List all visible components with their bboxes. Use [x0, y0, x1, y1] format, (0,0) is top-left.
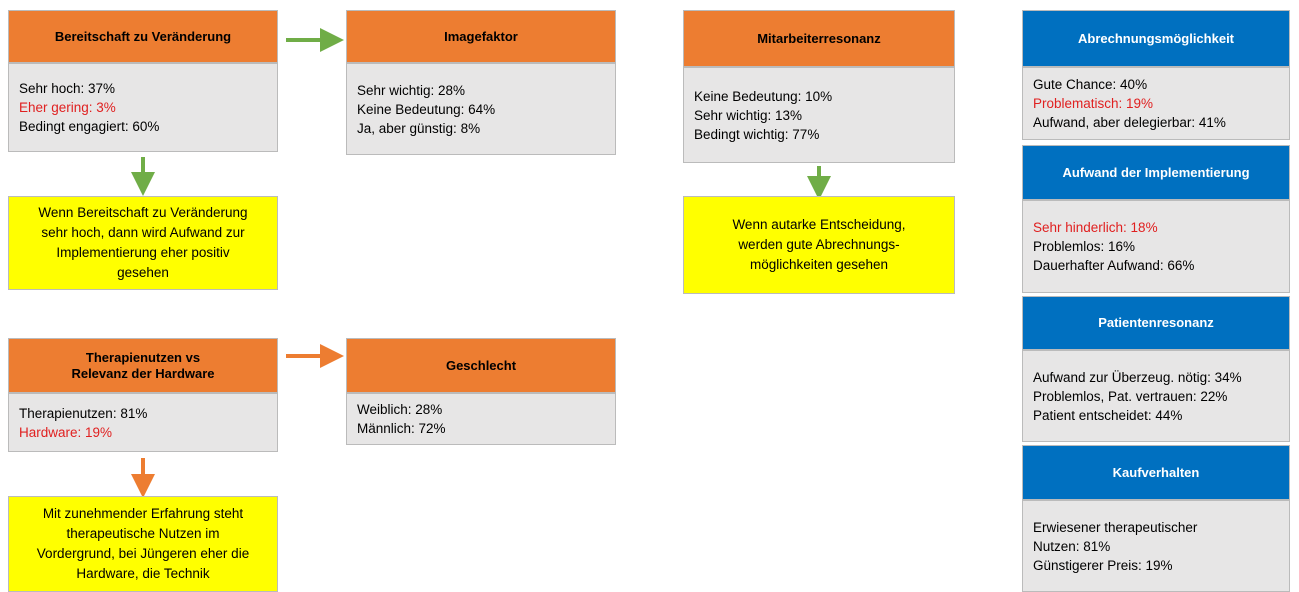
box-header: Bereitschaft zu Veränderung	[8, 10, 278, 63]
box-header: Kaufverhalten	[1022, 445, 1290, 500]
box-item: Erwiesener therapeutischer	[1033, 519, 1198, 535]
box-body: Therapienutzen: 81% Hardware: 19%	[8, 393, 278, 452]
box-item: Sehr wichtig: 28%	[357, 82, 466, 98]
box-item: Problemlos, Pat. vertrauen: 22%	[1033, 388, 1228, 404]
box-item: Sehr wichtig: 13%	[694, 107, 803, 123]
box-title: Therapienutzen vs	[85, 349, 201, 365]
box-item: Problemlos: 16%	[1033, 239, 1136, 254]
box-item: Bedingt wichtig: 77%	[694, 126, 820, 142]
note-line: Wenn autarke Entscheidung,	[732, 217, 906, 232]
box-header: Abrechnungsmöglichkeit	[1022, 10, 1290, 67]
box-title: Relevanz der Hardware	[71, 365, 215, 381]
note-line: werden gute Abrechnungs-	[738, 237, 900, 252]
box-title: Abrechnungsmöglichkeit	[1077, 30, 1235, 46]
box-item: Hardware: 19%	[19, 424, 113, 440]
note-line: möglichkeiten gesehen	[749, 257, 889, 272]
box-item: Problematisch: 19%	[1033, 96, 1154, 111]
box-header: Patientenresonanz	[1022, 296, 1290, 350]
box-body: Sehr hinderlich: 18% Problemlos: 16% Dauer…	[1022, 200, 1290, 293]
box-body: Gute Chance: 40% Problematisch: 19% Aufwan…	[1022, 67, 1290, 140]
box-header: Mitarbeiterresonanz	[683, 10, 955, 67]
box-item: Weiblich: 28%	[357, 402, 443, 417]
note-line: Implementierung eher positiv	[56, 245, 230, 260]
box-item: Gute Chance: 40%	[1033, 77, 1148, 92]
box-body: Keine Bedeutung: 10% Sehr wichtig: 13% Bed…	[683, 67, 955, 163]
box-body: Erwiesener therapeutischer Nutzen: 81% Gün…	[1022, 500, 1290, 592]
box-item: Ja, aber günstig: 8%	[357, 120, 481, 136]
box-header: Aufwand der Implementierung	[1022, 145, 1290, 200]
box-item: Keine Bedeutung: 10%	[694, 88, 833, 104]
note-line: therapeutische Nutzen im	[66, 526, 220, 541]
box-item: Sehr hinderlich: 18%	[1033, 220, 1158, 235]
box-item: Männlich: 72%	[357, 421, 446, 436]
box-title: Imagefaktor	[444, 28, 518, 44]
box-header: Imagefaktor	[346, 10, 616, 63]
note-line: sehr hoch, dann wird Aufwand zur	[41, 225, 245, 240]
note: Wenn autarke Entscheidung, werden gute Ab…	[683, 196, 955, 294]
box-item: Therapienutzen: 81%	[19, 405, 148, 421]
box-title: Geschlecht	[445, 357, 517, 373]
box-header: Therapienutzen vs Relevanz der Hardware	[8, 338, 278, 393]
box-item: Sehr hoch: 37%	[19, 81, 116, 96]
box-title: Aufwand der Implementierung	[1062, 164, 1250, 180]
note-line: Mit zunehmender Erfahrung steht	[42, 506, 244, 521]
box-header: Geschlecht	[346, 338, 616, 393]
note-line: Wenn Bereitschaft zu Veränderung	[38, 205, 248, 220]
box-item: Dauerhafter Aufwand: 66%	[1033, 258, 1195, 273]
box-body: Weiblich: 28% Männlich: 72%	[346, 393, 616, 445]
box-item: Aufwand zur Überzeug. nötig: 34%	[1033, 369, 1242, 385]
note: Mit zunehmender Erfahrung steht therapeut…	[8, 496, 278, 592]
box-item: Eher gering: 3%	[19, 100, 116, 115]
box-item: Patient entscheidet: 44%	[1033, 407, 1183, 423]
note-line: Hardware, die Technik	[76, 566, 210, 581]
box-item: Keine Bedeutung: 64%	[357, 101, 496, 117]
box-title: Mitarbeiterresonanz	[757, 30, 881, 46]
box-title: Bereitschaft zu Veränderung	[54, 28, 232, 44]
box-item: Nutzen: 81%	[1033, 538, 1111, 554]
note: Wenn Bereitschaft zu Veränderung sehr hoc…	[8, 196, 278, 290]
box-title: Kaufverhalten	[1112, 464, 1200, 480]
box-body: Aufwand zur Überzeug. nötig: 34% Probleml…	[1022, 350, 1290, 442]
note-line: Vordergrund, bei Jüngeren eher die	[36, 546, 250, 561]
box-item: Bedingt engagiert: 60%	[19, 119, 160, 134]
box-item: Günstigerer Preis: 19%	[1033, 557, 1173, 573]
note-line: gesehen	[117, 265, 169, 280]
box-body: Sehr wichtig: 28% Keine Bedeutung: 64% Ja,…	[346, 63, 616, 155]
box-title: Patientenresonanz	[1098, 315, 1214, 330]
box-body: Sehr hoch: 37% Eher gering: 3% Bedingt eng…	[8, 63, 278, 152]
box-item: Aufwand, aber delegierbar: 41%	[1033, 115, 1226, 130]
